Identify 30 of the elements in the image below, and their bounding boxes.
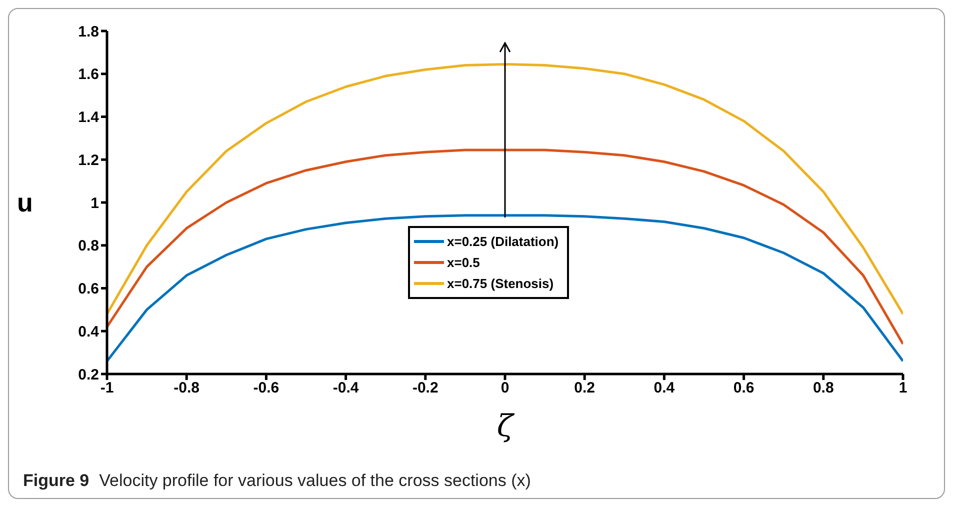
x-tick-label: 0 [500,380,510,397]
line-series [107,214,903,362]
legend-label: x=0.5 [447,255,480,270]
y-tick-label: 0.6 [78,280,99,298]
y-tick-label: 1.4 [78,109,100,126]
text: Velocity profile for various values of the cross sections (x) [99,471,531,490]
legend-label: x=0.75 (Stenosis) [447,276,554,291]
y-tick-label: 1 [90,194,99,212]
x-tick-label: -1 [100,380,114,397]
x-tick-label: -0.6 [253,380,280,397]
y-tick-label: 1.2 [78,152,99,169]
line-series [107,148,903,346]
y-tick-label: 0.8 [78,238,99,255]
y-tick-label: 0.2 [78,366,99,384]
line-series [107,62,903,316]
legend-label: x=0.25 (Dilatation) [447,234,559,249]
x-axis-title: ζ [496,409,515,444]
caption: Figure 9 [23,471,90,490]
x-tick-label: 0.6 [733,380,754,397]
x-tick-label: -0.4 [332,380,360,397]
x-tick-label: -0.8 [174,380,200,397]
y-axis-title: u [17,188,33,218]
x-tick-label: 1 [898,380,908,397]
x-tick-label: 0.2 [574,380,596,397]
x-tick-label: 0.4 [654,380,676,397]
y-tick-label: 1.6 [78,66,99,84]
y-tick-label: 1.8 [78,23,99,40]
y-tick-label: 0.4 [78,323,100,340]
x-tick-label: 0.8 [812,380,834,397]
x-tick-label: -0.2 [412,380,438,397]
